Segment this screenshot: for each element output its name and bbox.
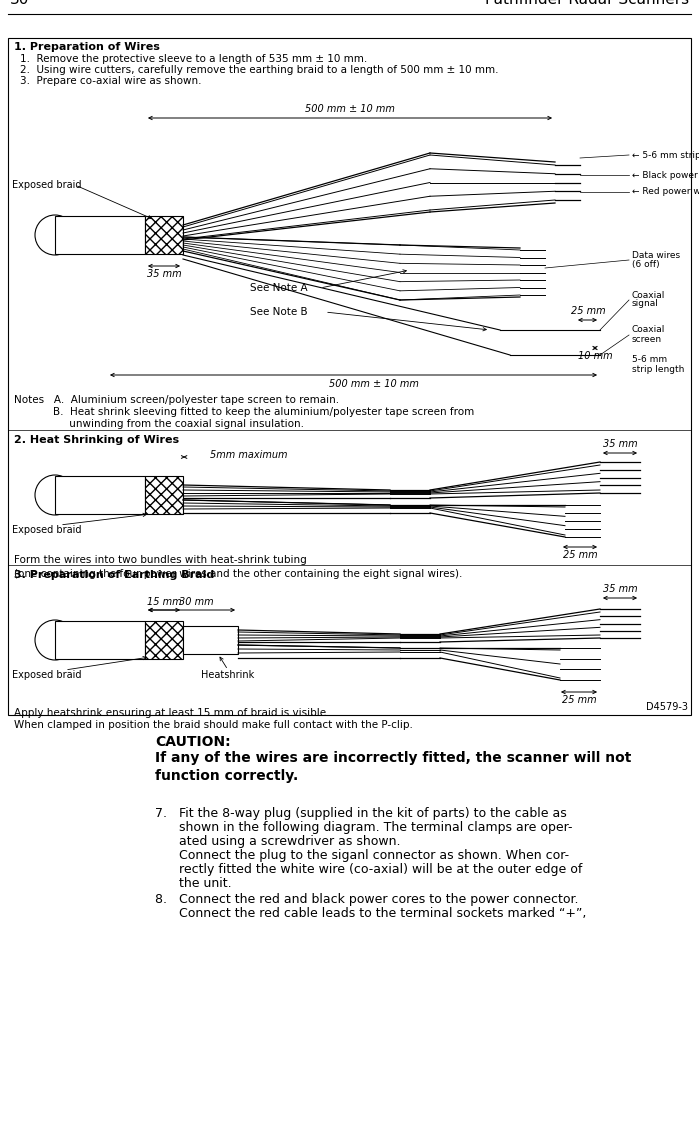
Bar xyxy=(55,621,145,659)
Text: 25 mm: 25 mm xyxy=(570,307,605,316)
Text: 5-6 mm: 5-6 mm xyxy=(632,355,667,364)
Text: the unit.: the unit. xyxy=(155,877,231,890)
Bar xyxy=(145,216,183,254)
Text: See Note B: See Note B xyxy=(250,307,308,317)
Bar xyxy=(183,625,238,654)
Text: (6 off): (6 off) xyxy=(632,259,660,268)
Text: Form the wires into two bundles with heat-shrink tubing
(one containing the four: Form the wires into two bundles with hea… xyxy=(14,555,462,579)
Text: CAUTION:: CAUTION: xyxy=(155,735,231,749)
Text: 3.  Prepare co-axial wire as shown.: 3. Prepare co-axial wire as shown. xyxy=(20,76,201,86)
Bar xyxy=(8,38,691,715)
Text: Pathfinder Radar Scanners: Pathfinder Radar Scanners xyxy=(485,0,689,7)
Text: 35 mm: 35 mm xyxy=(603,439,637,449)
Text: 500 mm ± 10 mm: 500 mm ± 10 mm xyxy=(305,104,395,114)
Text: 35 mm: 35 mm xyxy=(603,584,637,594)
Text: ← Red power wires: ← Red power wires xyxy=(632,188,699,197)
Text: ← 5-6 mm strip length: ← 5-6 mm strip length xyxy=(632,150,699,159)
Text: ated using a screwdriver as shown.: ated using a screwdriver as shown. xyxy=(155,835,401,848)
Text: ← Black power wires: ← Black power wires xyxy=(632,171,699,180)
Text: Coaxial: Coaxial xyxy=(632,326,665,335)
Text: Apply heatshrink ensuring at least 15 mm of braid is visible.: Apply heatshrink ensuring at least 15 mm… xyxy=(14,708,329,718)
Text: Heatshrink: Heatshrink xyxy=(201,670,254,680)
Text: 3. Preparation of Earthing Braid: 3. Preparation of Earthing Braid xyxy=(14,570,215,580)
Text: 30: 30 xyxy=(10,0,29,7)
Text: screen: screen xyxy=(632,336,662,345)
Bar xyxy=(55,476,145,513)
Text: 35 mm: 35 mm xyxy=(147,269,181,279)
Text: 10 mm: 10 mm xyxy=(577,351,612,361)
Text: Connect the red cable leads to the terminal sockets marked “+”,: Connect the red cable leads to the termi… xyxy=(155,907,586,920)
Text: Coaxial: Coaxial xyxy=(632,291,665,300)
Text: Connect the plug to the siganl connector as shown. When cor-: Connect the plug to the siganl connector… xyxy=(155,849,569,862)
Text: signal: signal xyxy=(632,300,659,309)
Text: When clamped in position the braid should make full contact with the P-clip.: When clamped in position the braid shoul… xyxy=(14,720,413,729)
Text: B.  Heat shrink sleeving fitted to keep the aluminium/polyester tape screen from: B. Heat shrink sleeving fitted to keep t… xyxy=(14,407,474,417)
Text: Data wires: Data wires xyxy=(632,250,680,259)
Text: rectly fitted the white wire (co-axial) will be at the outer edge of: rectly fitted the white wire (co-axial) … xyxy=(155,863,582,877)
Text: Notes   A.  Aluminium screen/polyester tape screen to remain.: Notes A. Aluminium screen/polyester tape… xyxy=(14,395,339,405)
Text: 30 mm: 30 mm xyxy=(179,597,214,607)
Text: 15 mm: 15 mm xyxy=(147,597,181,607)
Text: 2. Heat Shrinking of Wires: 2. Heat Shrinking of Wires xyxy=(14,435,179,444)
Text: function correctly.: function correctly. xyxy=(155,769,298,783)
Text: 2.  Using wire cutters, carefully remove the earthing braid to a length of 500 m: 2. Using wire cutters, carefully remove … xyxy=(20,64,498,75)
Text: 500 mm ± 10 mm: 500 mm ± 10 mm xyxy=(329,379,419,389)
Text: Exposed braid: Exposed braid xyxy=(12,525,82,535)
Text: Exposed braid: Exposed braid xyxy=(12,670,82,680)
Bar xyxy=(145,621,183,659)
Bar xyxy=(55,216,145,254)
Text: 5mm maximum: 5mm maximum xyxy=(210,450,287,460)
Text: unwinding from the coaxial signal insulation.: unwinding from the coaxial signal insula… xyxy=(14,418,304,429)
Text: D4579-3: D4579-3 xyxy=(646,702,688,713)
Text: 25 mm: 25 mm xyxy=(563,550,598,560)
Bar xyxy=(145,476,183,513)
Text: 25 mm: 25 mm xyxy=(562,696,596,705)
Text: shown in the following diagram. The terminal clamps are oper-: shown in the following diagram. The term… xyxy=(155,821,572,834)
Text: 1. Preparation of Wires: 1. Preparation of Wires xyxy=(14,42,160,52)
Text: 7.   Fit the 8-way plug (supplied in the kit of parts) to the cable as: 7. Fit the 8-way plug (supplied in the k… xyxy=(155,808,567,820)
Text: 8.   Connect the red and black power cores to the power connector.: 8. Connect the red and black power cores… xyxy=(155,893,579,906)
Text: strip length: strip length xyxy=(632,365,684,374)
Text: See Note A: See Note A xyxy=(250,283,308,293)
Text: 1.  Remove the protective sleeve to a length of 535 mm ± 10 mm.: 1. Remove the protective sleeve to a len… xyxy=(20,54,367,64)
Text: If any of the wires are incorrectly fitted, the scanner will not: If any of the wires are incorrectly fitt… xyxy=(155,751,631,765)
Text: Exposed braid: Exposed braid xyxy=(12,180,82,190)
